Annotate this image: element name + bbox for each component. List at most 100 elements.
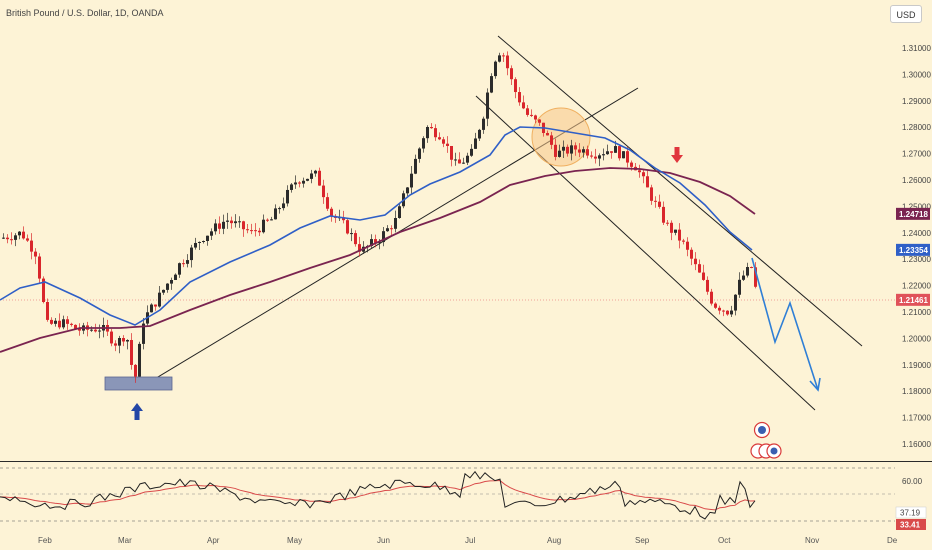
candle-body[interactable] (510, 68, 513, 80)
candle-body[interactable] (114, 343, 117, 346)
candle-body[interactable] (518, 92, 521, 103)
candle-body[interactable] (50, 319, 53, 324)
candle-body[interactable] (646, 176, 649, 188)
candle-body[interactable] (226, 220, 229, 222)
candle-body[interactable] (22, 231, 25, 239)
candle-body[interactable] (550, 135, 553, 145)
candle-body[interactable] (670, 222, 673, 233)
candle-body[interactable] (514, 79, 517, 93)
candle-body[interactable] (454, 159, 457, 161)
candle-body[interactable] (470, 148, 473, 156)
candle-body[interactable] (694, 258, 697, 265)
candle-body[interactable] (250, 230, 253, 232)
candle-body[interactable] (666, 222, 669, 224)
candle-body[interactable] (430, 126, 433, 129)
candle-body[interactable] (294, 182, 297, 185)
candle-body[interactable] (726, 310, 729, 315)
candle-body[interactable] (126, 340, 129, 342)
candle-body[interactable] (538, 119, 541, 123)
candle-body[interactable] (690, 249, 693, 259)
candle-body[interactable] (242, 221, 245, 230)
event-badges[interactable] (750, 421, 782, 459)
channel-lower-line[interactable] (475, 95, 816, 411)
candle-body[interactable] (6, 237, 9, 240)
candle-body[interactable] (34, 251, 37, 257)
candle-body[interactable] (10, 239, 13, 241)
candle-body[interactable] (498, 55, 501, 62)
candle-body[interactable] (490, 76, 493, 93)
candle-body[interactable] (78, 328, 81, 331)
candle-body[interactable] (598, 155, 601, 159)
candle-body[interactable] (118, 338, 121, 346)
candle-body[interactable] (574, 145, 577, 150)
candle-body[interactable] (418, 148, 421, 159)
candle-body[interactable] (754, 267, 757, 287)
candle-body[interactable] (198, 241, 201, 243)
candle-body[interactable] (186, 260, 189, 264)
candle-body[interactable] (302, 180, 305, 184)
candle-body[interactable] (306, 178, 309, 181)
candle-body[interactable] (310, 173, 313, 179)
candle-body[interactable] (738, 279, 741, 295)
candle-body[interactable] (58, 320, 61, 328)
candle-body[interactable] (394, 218, 397, 229)
candle-body[interactable] (586, 149, 589, 156)
candle-body[interactable] (702, 272, 705, 280)
candle-body[interactable] (398, 206, 401, 219)
candle-body[interactable] (682, 240, 685, 242)
candlesticks[interactable] (2, 51, 757, 383)
candle-body[interactable] (406, 187, 409, 194)
candle-body[interactable] (494, 61, 497, 77)
candle-body[interactable] (30, 240, 33, 252)
candle-body[interactable] (190, 247, 193, 261)
candle-body[interactable] (206, 235, 209, 242)
candle-body[interactable] (154, 304, 157, 307)
candle-body[interactable] (582, 149, 585, 153)
candle-body[interactable] (718, 307, 721, 311)
currency-button[interactable]: USD (890, 5, 922, 23)
candle-body[interactable] (630, 162, 633, 167)
candle-body[interactable] (142, 323, 145, 344)
candle-body[interactable] (90, 329, 93, 331)
candle-body[interactable] (590, 155, 593, 157)
candle-body[interactable] (686, 241, 689, 250)
candle-body[interactable] (26, 238, 29, 241)
candle-body[interactable] (482, 118, 485, 130)
candle-body[interactable] (38, 256, 41, 279)
candle-body[interactable] (270, 219, 273, 221)
support-zone-box[interactable] (104, 376, 173, 391)
candle-body[interactable] (214, 223, 217, 232)
candle-body[interactable] (486, 92, 489, 119)
candle-body[interactable] (318, 170, 321, 186)
candle-body[interactable] (110, 331, 113, 344)
candle-body[interactable] (2, 237, 5, 239)
candle-body[interactable] (422, 138, 425, 149)
candle-body[interactable] (546, 133, 549, 136)
candle-body[interactable] (94, 329, 97, 332)
candle-body[interactable] (714, 303, 717, 308)
candle-body[interactable] (466, 155, 469, 163)
candle-body[interactable] (534, 115, 537, 120)
candle-body[interactable] (662, 206, 665, 223)
candle-body[interactable] (746, 267, 749, 276)
candle-body[interactable] (246, 229, 249, 231)
candle-body[interactable] (390, 228, 393, 230)
candle-body[interactable] (410, 173, 413, 188)
candle-body[interactable] (330, 208, 333, 216)
candle-body[interactable] (474, 138, 477, 149)
candle-body[interactable] (222, 221, 225, 229)
candle-body[interactable] (42, 278, 45, 303)
candle-body[interactable] (234, 221, 237, 224)
candle-body[interactable] (278, 208, 281, 210)
ema-fast-line[interactable] (0, 126, 753, 326)
candle-body[interactable] (658, 201, 661, 207)
forecast-path[interactable] (751, 257, 819, 391)
candle-body[interactable] (134, 364, 137, 377)
candle-body[interactable] (626, 151, 629, 163)
candle-body[interactable] (150, 304, 153, 313)
candle-body[interactable] (62, 319, 65, 328)
candle-body[interactable] (522, 102, 525, 109)
symbol-title[interactable]: British Pound / U.S. Dollar, 1D, OANDA (6, 8, 164, 18)
candle-body[interactable] (618, 146, 621, 159)
